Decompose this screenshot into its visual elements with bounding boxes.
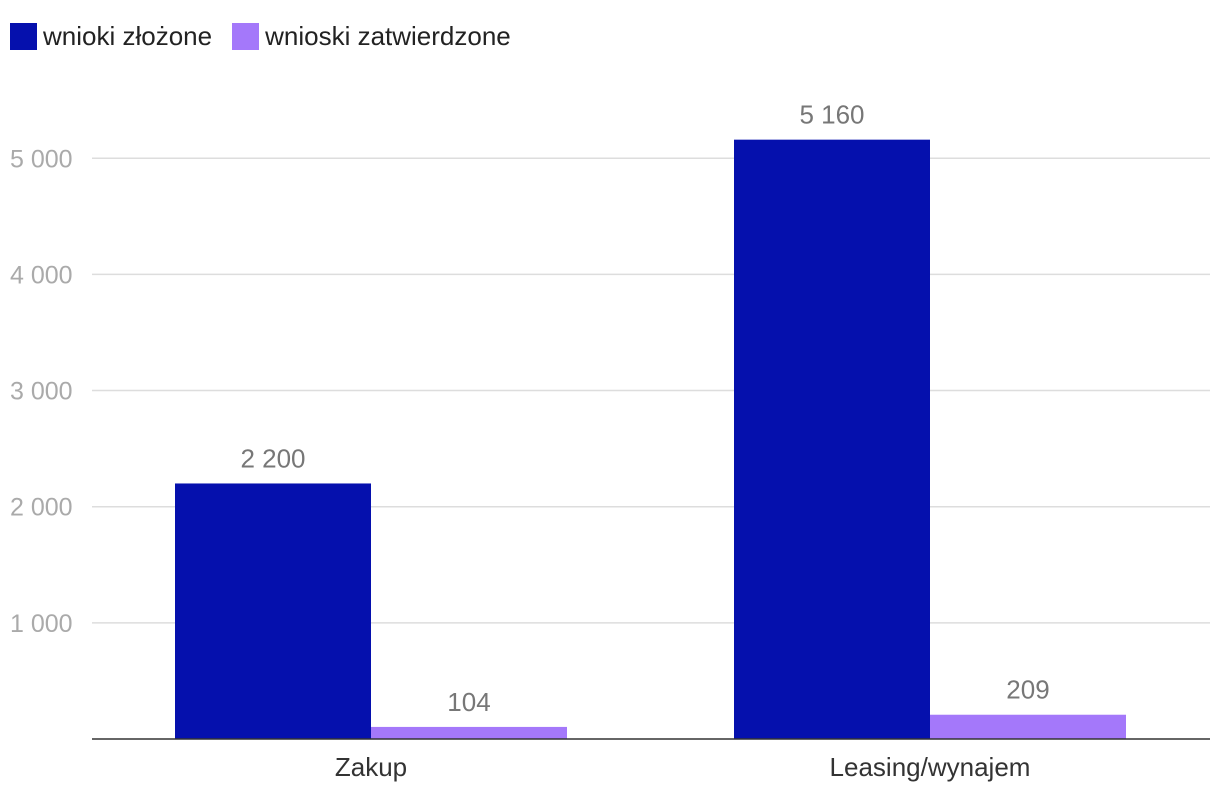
chart-legend: wnioki złożone wnioski zatwierdzone	[10, 20, 531, 52]
data-label: 2 200	[240, 443, 305, 473]
y-tick-label: 1 000	[10, 610, 73, 638]
bar-approved-0	[371, 726, 567, 739]
x-tick-label: Zakup	[335, 752, 407, 782]
bar-submitted-1	[734, 139, 930, 739]
legend-label-approved: wnioski zatwierdzone	[265, 20, 511, 51]
x-axis-ticks: Zakup Leasing/wynajem	[335, 752, 1031, 782]
y-axis-ticks: 1 000 2 000 3 000 4 000 5 000	[10, 145, 73, 638]
y-tick-label: 4 000	[10, 261, 73, 289]
y-tick-label: 2 000	[10, 494, 73, 522]
y-tick-label: 5 000	[10, 145, 73, 173]
legend-item-submitted: wnioki złożone	[10, 21, 212, 52]
bar-approved-1	[930, 714, 1126, 739]
data-labels: 2 200 104 5 160 209	[240, 100, 1049, 717]
data-label: 5 160	[799, 100, 864, 130]
legend-swatch-approved	[232, 22, 260, 50]
bars	[175, 139, 1126, 739]
legend-item-approved: wnioski zatwierdzone	[232, 21, 511, 52]
data-label: 104	[447, 687, 490, 717]
x-tick-label: Leasing/wynajem	[830, 752, 1031, 782]
y-tick-label: 3 000	[10, 378, 73, 406]
legend-label-submitted: wnioki złożone	[43, 20, 213, 51]
legend-swatch-submitted	[10, 22, 37, 50]
bar-submitted-0	[175, 483, 371, 739]
data-label: 209	[1006, 675, 1049, 705]
